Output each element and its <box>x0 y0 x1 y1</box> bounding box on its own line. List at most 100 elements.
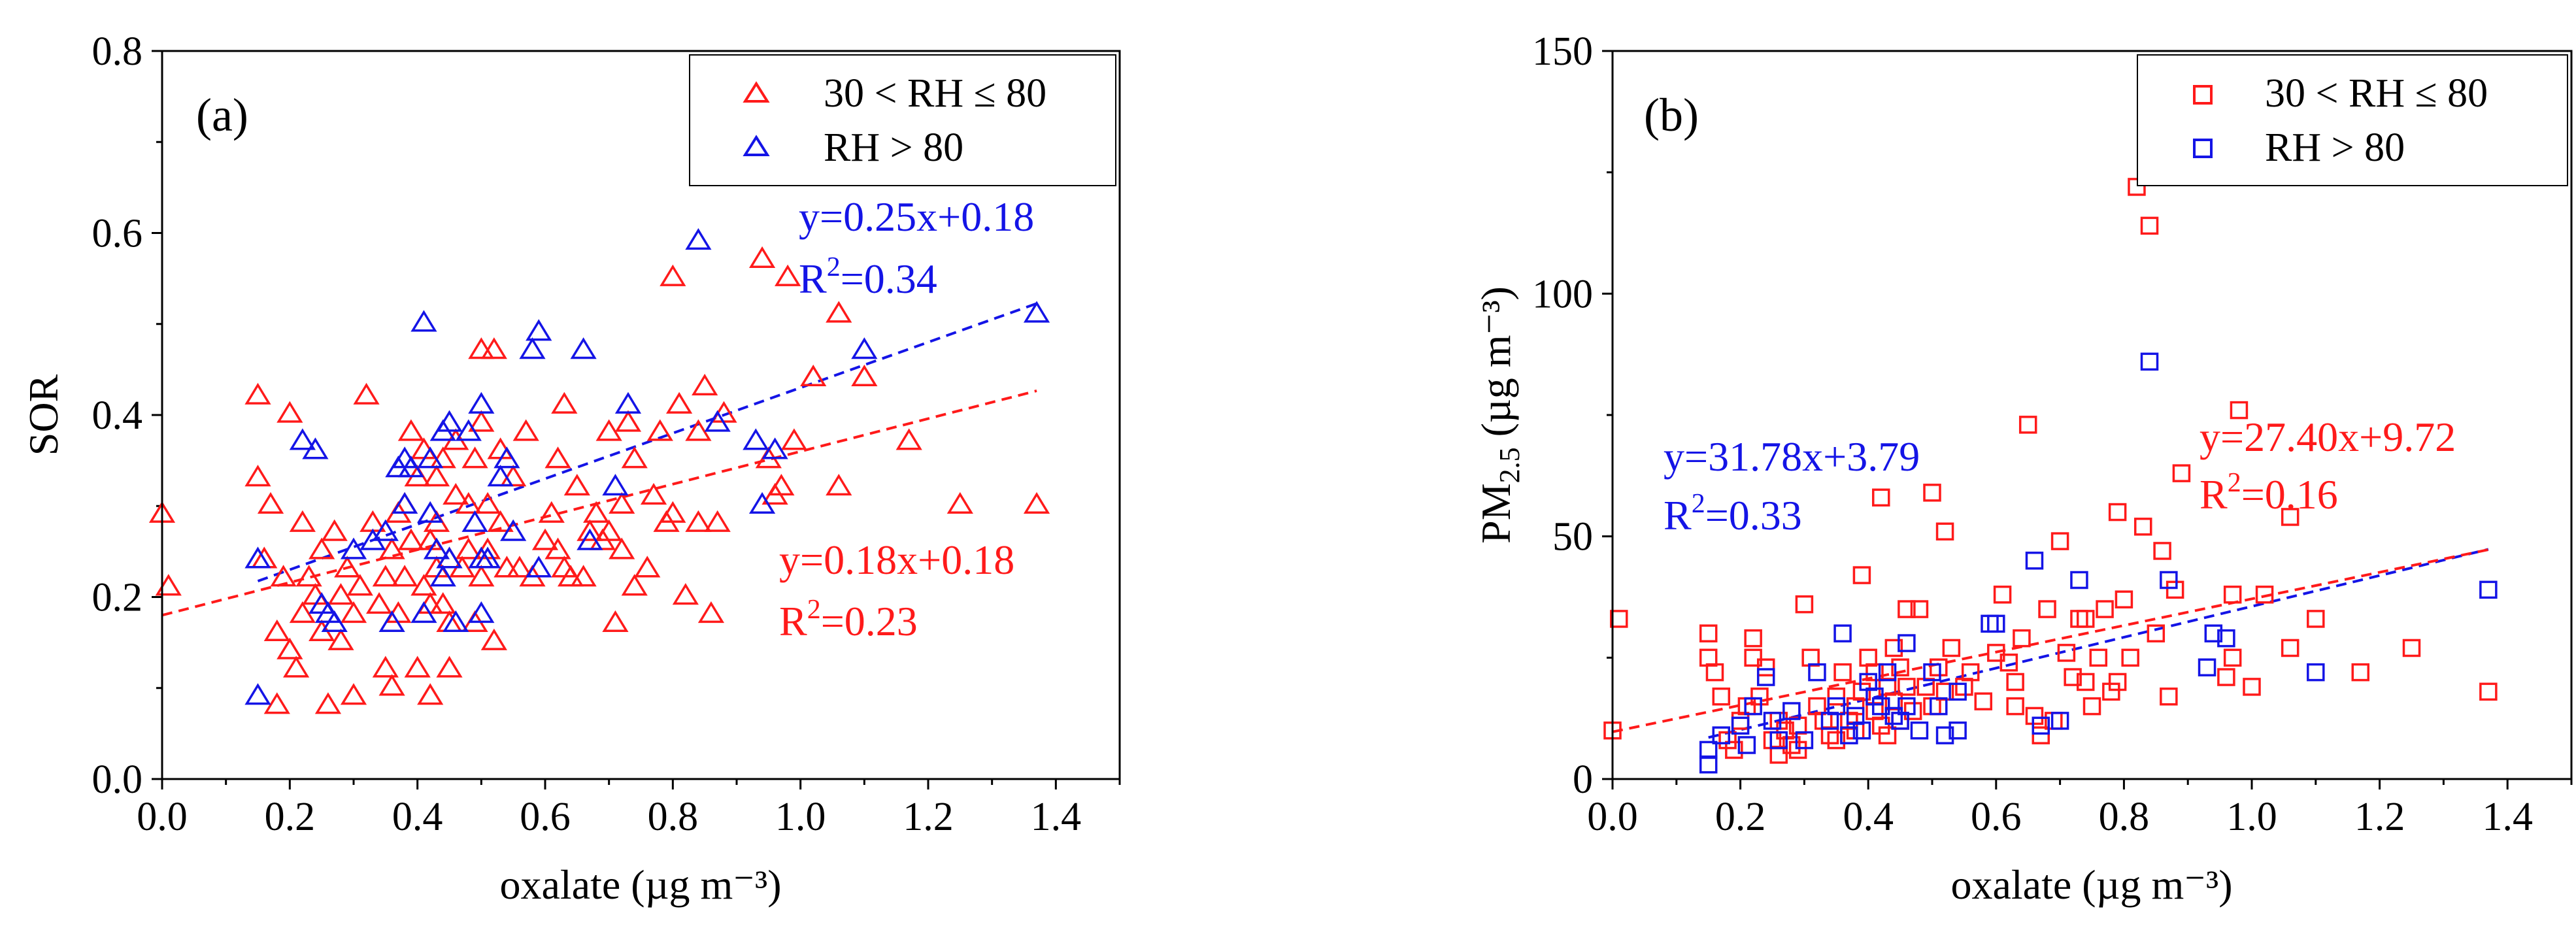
chart-a-data-point <box>340 683 367 705</box>
chart-a-fit-line <box>257 302 1037 583</box>
chart-b-x-tick-label: 1.4 <box>2482 795 2533 839</box>
chart-b-data-point <box>1935 726 1954 744</box>
chart-b-data-point <box>2217 629 2235 648</box>
chart-a-fit-line <box>161 390 1037 617</box>
chart-b-data-point <box>1878 663 1897 682</box>
chart-a-data-point <box>276 401 303 423</box>
chart-b-data-point <box>2018 416 2037 434</box>
chart-a-data-point <box>397 456 425 478</box>
chart-b-data-point <box>1827 731 1846 750</box>
chart-a-panel-label: (a) <box>196 89 248 141</box>
chart-a-data-point <box>302 437 329 459</box>
chart-b-data-point <box>1712 687 1731 706</box>
chart-a-data-point <box>634 556 661 578</box>
chart-b-data-point <box>1827 687 1846 706</box>
chart-b-data-point <box>1725 740 1743 759</box>
chart-a-red-r2: R2=0.23 <box>779 595 918 644</box>
chart-b-data-point <box>1846 721 1865 740</box>
chart-a-data-point <box>640 482 667 505</box>
chart-b-data-point <box>2121 648 2139 667</box>
chart-b-y-axis-title: PM2.5 (µg m⁻³) <box>1473 286 1526 544</box>
chart-b-data-point <box>2025 552 2044 570</box>
chart-a-data-point <box>321 610 348 633</box>
chart-a-data-point <box>378 674 405 696</box>
chart-b-data-point <box>1898 600 1916 618</box>
chart-a-data-point <box>493 446 520 469</box>
chart-a-y-tick-label: 0.4 <box>92 393 143 438</box>
chart-b-data-point <box>1795 595 1814 614</box>
chart-b-data-point <box>2223 648 2242 667</box>
chart-b-data-point <box>1795 731 1814 750</box>
chart-b-fit-line <box>1612 548 2489 733</box>
chart-b-data-point <box>1987 644 2005 662</box>
chart-a-data-point <box>244 382 271 405</box>
chart-a-data-point <box>519 337 546 359</box>
chart-a-data-point <box>461 510 488 532</box>
chart-b-data-point <box>1898 678 1916 696</box>
chart-b-data-point <box>2070 610 2088 628</box>
chart-b-data-point <box>1852 566 1871 584</box>
chart-a-data-point <box>487 437 514 459</box>
chart-a-data-point <box>551 391 578 414</box>
chart-a-ticks: 0.0 0.2 0.4 0.6 0.8 1.0 1.2 1.4 0.0 0.2 0.4 0.6 0.8 <box>92 29 1121 839</box>
chart-b-legend-label-blue: RH > 80 <box>2265 125 2405 170</box>
chart-b-data-point <box>1718 731 1737 750</box>
chart-a-data-point <box>397 419 425 441</box>
chart-b-data-point <box>1731 712 1750 730</box>
chart-a-y-tick-label: 0.6 <box>92 212 143 256</box>
chart-a-data-point <box>282 656 310 678</box>
chart-b-x-tick-label: 0.2 <box>1715 795 1766 839</box>
chart-b-x-tick-label: 0.4 <box>1843 795 1894 839</box>
chart-b-data-point <box>1981 614 1999 633</box>
chart-a-data-point <box>378 610 405 633</box>
chart-a-legend: 30 < RH ≤ 80 RH > 80 <box>689 54 1116 186</box>
chart-a-blue-equation: y=0.25x+0.18 <box>799 193 1034 240</box>
chart-a-data-point <box>800 364 827 387</box>
chart-b-data-point <box>2140 216 2159 235</box>
chart-a-data-point <box>480 628 507 650</box>
chart-a-data-point <box>531 528 559 550</box>
chart-b-data-point <box>1942 639 1961 657</box>
chart-b-data-point <box>1769 731 1788 750</box>
chart-a-x-tick-label: 0.8 <box>648 795 699 839</box>
chart-b-data-point <box>1898 697 1916 716</box>
chart-b-data-point <box>1974 692 1992 710</box>
chart-a-data-point <box>468 337 495 359</box>
chart-a-data-point <box>410 310 437 332</box>
chart-a-data-point <box>276 637 303 659</box>
chart-a-data-point <box>295 565 322 587</box>
chart-a-data-point <box>410 437 437 459</box>
chart-a-legend-marker-blue <box>743 135 770 156</box>
chart-a-data-point <box>500 465 527 487</box>
chart-b-data-point <box>2160 571 2178 590</box>
chart-a-data-point <box>609 491 635 514</box>
chart-a-data-point <box>346 574 373 596</box>
chart-b-data-point <box>1987 614 2005 633</box>
chart-a-blue-r2: R2=0.34 <box>799 252 937 302</box>
chart-a-data-point <box>340 601 367 623</box>
chart-b-data-point <box>2223 586 2242 604</box>
chart-a-data-point <box>423 465 450 487</box>
chart-a-points <box>148 228 1050 714</box>
chart-a-data-point <box>551 556 578 578</box>
chart-a-data-point <box>263 619 290 641</box>
chart-b-points <box>1603 178 2498 774</box>
chart-a-data-point <box>526 319 552 341</box>
chart-a-data-point <box>1023 301 1050 323</box>
chart-b-data-point <box>1782 736 1801 754</box>
chart-a-legend-label-red: 30 < RH ≤ 80 <box>824 71 1046 116</box>
chart-a-data-point <box>270 565 297 587</box>
chart-b-data-point <box>2076 610 2095 628</box>
chart-b-data-point <box>2006 673 2024 691</box>
chart-a-data-point <box>468 391 495 414</box>
chart-a-data-point <box>455 537 482 559</box>
chart-b-data-point <box>1923 663 1941 682</box>
chart-b-data-point <box>1699 755 1718 774</box>
chart-b-data-point <box>2172 464 2191 482</box>
chart-a-data-point <box>660 501 686 523</box>
chart-b-data-point <box>2057 644 2076 662</box>
chart-a-data-point <box>372 656 399 678</box>
chart-a-data-point <box>621 446 648 469</box>
chart-b-red-equation: y=27.40x+9.72 <box>2200 414 2456 460</box>
chart-a-legend-box <box>689 54 1116 186</box>
